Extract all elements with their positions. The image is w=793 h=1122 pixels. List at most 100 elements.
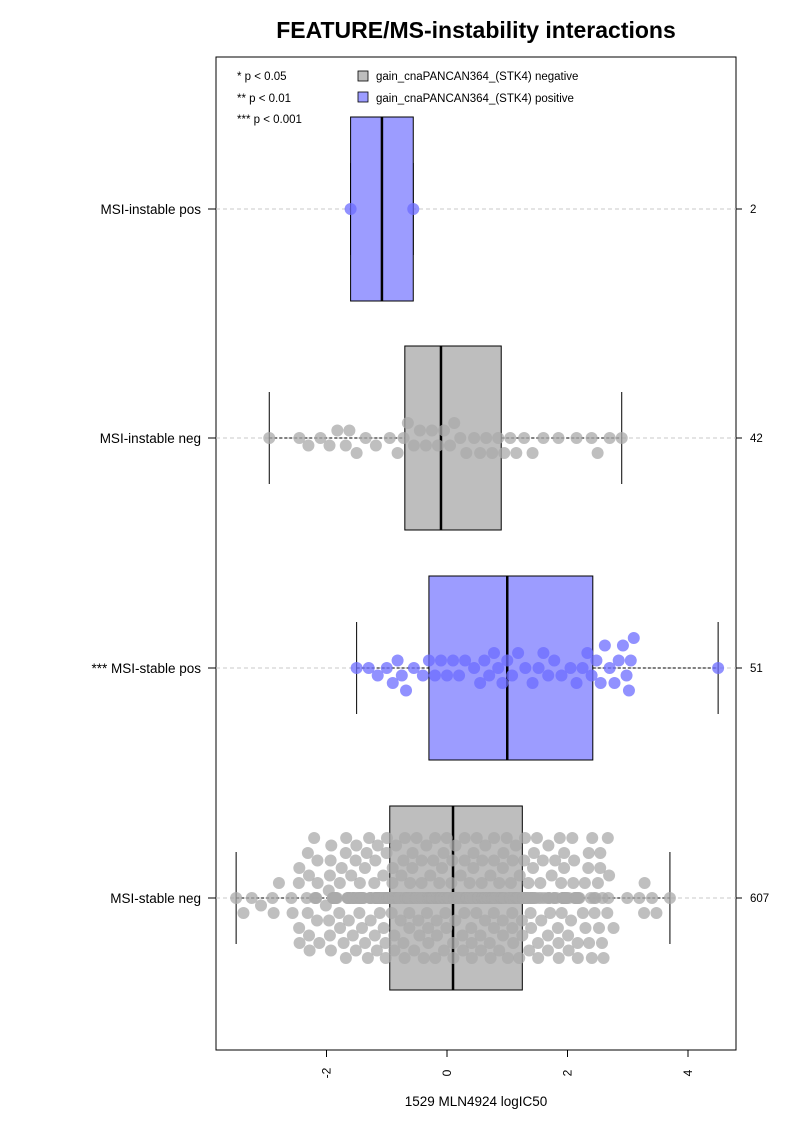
point-3-527 [535,914,548,927]
point-1-19 [431,439,444,452]
point-3-2 [245,892,258,904]
point-2-16 [459,654,472,667]
point-3-72 [353,877,366,889]
x-axis-label: 1529 MLN4924 logIC50 [405,1094,548,1109]
point-3-354 [463,877,476,889]
point-3-602 [638,907,651,919]
point-3-334 [456,944,469,957]
point-1-12 [391,447,404,459]
point-3-45 [333,877,346,889]
point-3-492 [513,869,526,882]
point-2-7 [400,684,413,697]
point-3-43 [330,892,343,904]
point-2-22 [492,662,505,674]
point-3-526 [534,877,547,889]
point-3-590 [594,862,607,874]
point-3-597 [602,892,615,904]
point-1-28 [486,447,499,459]
point-3-212 [415,877,428,889]
point-2-9 [416,669,429,682]
point-3-17 [303,929,316,942]
point-3-577 [578,877,591,889]
point-3-1 [237,907,250,919]
point-3-510 [523,944,536,957]
point-3-220 [420,839,433,852]
group-labels: MSI-instable pos MSI-instable neg *** MSI-… [91,202,216,906]
point-3-65 [349,854,362,867]
point-3-7 [285,892,298,904]
point-3-573 [571,952,584,964]
point-1-20 [437,424,450,437]
point-3-461 [501,952,514,964]
point-3-546 [553,832,566,844]
point-3-537 [544,907,557,919]
point-3-291 [440,832,453,844]
point-2-36 [576,662,589,674]
point-3-306 [447,937,460,949]
point-3-413 [484,952,497,964]
point-3-566 [568,854,581,867]
point-3-49 [339,847,352,859]
point-1-1 [293,432,306,444]
point-3-96 [370,944,383,957]
point-3-545 [552,952,565,964]
point-3-88 [364,914,377,927]
point-3-14 [301,907,314,919]
point-1-32 [510,447,523,459]
point-2-25 [506,669,519,682]
point-2-5 [391,654,404,667]
point-0-0 [344,203,357,215]
point-3-217 [417,952,430,964]
point-3-33 [324,944,337,957]
point-2-37 [581,647,594,659]
point-3-563 [565,914,578,927]
point-3-114 [377,869,390,882]
point-3-227 [422,937,435,949]
x-axis: -2 0 2 4 [320,1049,695,1078]
point-1-15 [407,439,420,452]
point-2-12 [434,654,447,667]
point-3-204 [410,832,423,844]
point-3-425 [487,907,500,919]
point-1-25 [468,432,481,444]
point-3-600 [621,892,634,904]
point-3-282 [437,944,450,957]
point-3-596 [601,832,614,844]
point-3-55 [342,914,355,927]
point-3-372 [470,832,483,844]
point-3-233 [424,869,437,882]
point-3-472 [506,907,519,919]
point-3-366 [467,862,480,874]
group-label-0: MSI-instable pos [100,202,201,217]
point-3-94 [369,854,382,867]
point-3-523 [531,937,544,949]
point-2-43 [608,677,621,689]
point-3-32 [324,854,337,867]
point-3-289 [439,907,452,919]
point-3-166 [395,869,408,882]
point-3-604 [646,892,659,904]
point-3-509 [522,877,535,889]
point-3-91 [368,929,381,942]
point-3-226 [422,922,435,934]
point-3-3 [255,899,268,912]
point-1-30 [498,447,511,459]
gridlines [216,208,736,899]
point-1-5 [331,424,344,437]
point-3-452 [497,847,510,859]
point-1-41 [615,432,628,444]
point-3-561 [562,944,575,957]
point-2-35 [570,677,583,689]
point-1-0 [263,432,276,444]
legend-label-negative: gain_cnaPANCAN364_(STK4) negative [376,71,578,83]
point-3-144 [386,862,399,874]
point-3-29 [323,914,336,927]
point-3-22 [310,892,323,904]
point-3-576 [576,907,589,919]
point-3-15 [301,847,314,859]
point-1-14 [401,417,414,429]
x-tick-label-1: 0 [440,1069,454,1076]
point-2-8 [407,662,420,674]
point-1-9 [359,432,372,444]
